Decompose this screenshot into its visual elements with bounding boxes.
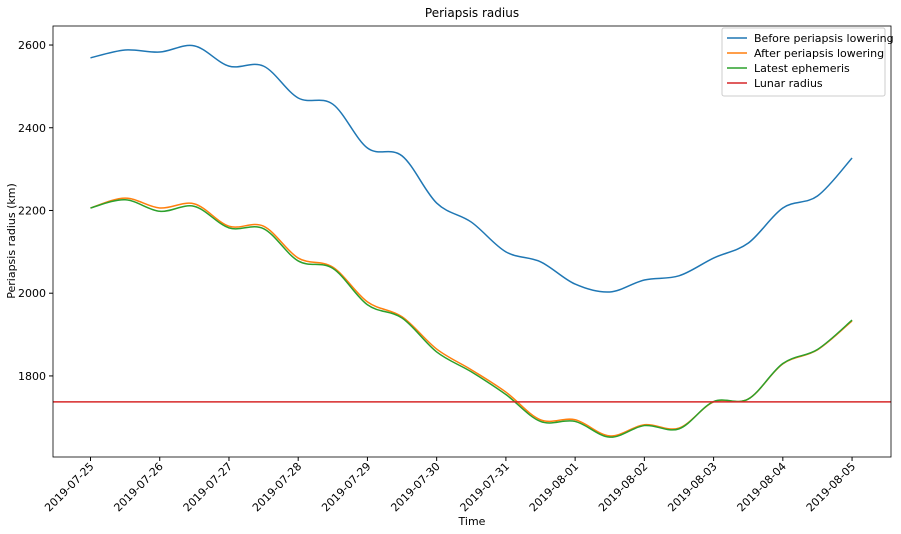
y-tick-label: 2200 bbox=[18, 204, 46, 217]
x-tick-label: 2019-07-27 bbox=[181, 460, 235, 514]
y-axis-label: Periapsis radius (km) bbox=[5, 183, 18, 299]
legend-box bbox=[721, 27, 886, 97]
series-line bbox=[90, 198, 853, 438]
legend-label: Lunar radius bbox=[754, 77, 823, 90]
plot-frame bbox=[52, 25, 892, 458]
legend-label: Latest ephemeris bbox=[754, 62, 850, 75]
x-tick-label: 2019-08-03 bbox=[665, 460, 719, 514]
x-tick-label: 2019-07-25 bbox=[42, 460, 96, 514]
legend-label: Before periapsis lowering bbox=[754, 32, 894, 45]
y-tick-label: 1800 bbox=[18, 370, 46, 383]
y-tick-label: 2400 bbox=[18, 122, 46, 135]
chart-title: Periapsis radius bbox=[425, 6, 519, 20]
x-tick-label: 2019-07-30 bbox=[388, 460, 442, 514]
x-tick-label: 2019-08-04 bbox=[735, 460, 789, 514]
y-tick-label: 2000 bbox=[18, 287, 46, 300]
x-tick-label: 2019-07-28 bbox=[250, 460, 304, 514]
x-tick-label: 2019-08-02 bbox=[596, 460, 650, 514]
x-tick-label: 2019-07-31 bbox=[458, 460, 512, 514]
x-tick-label: 2019-07-29 bbox=[319, 460, 373, 514]
x-tick-label: 2019-08-01 bbox=[527, 460, 581, 514]
x-tick-label: 2019-08-05 bbox=[804, 460, 858, 514]
y-tick-label: 2600 bbox=[18, 39, 46, 52]
x-tick-label: 2019-07-26 bbox=[111, 460, 165, 514]
series-line bbox=[90, 44, 853, 293]
legend-label: After periapsis lowering bbox=[754, 47, 884, 60]
series-line bbox=[90, 197, 853, 437]
x-axis-label: Time bbox=[458, 515, 486, 528]
